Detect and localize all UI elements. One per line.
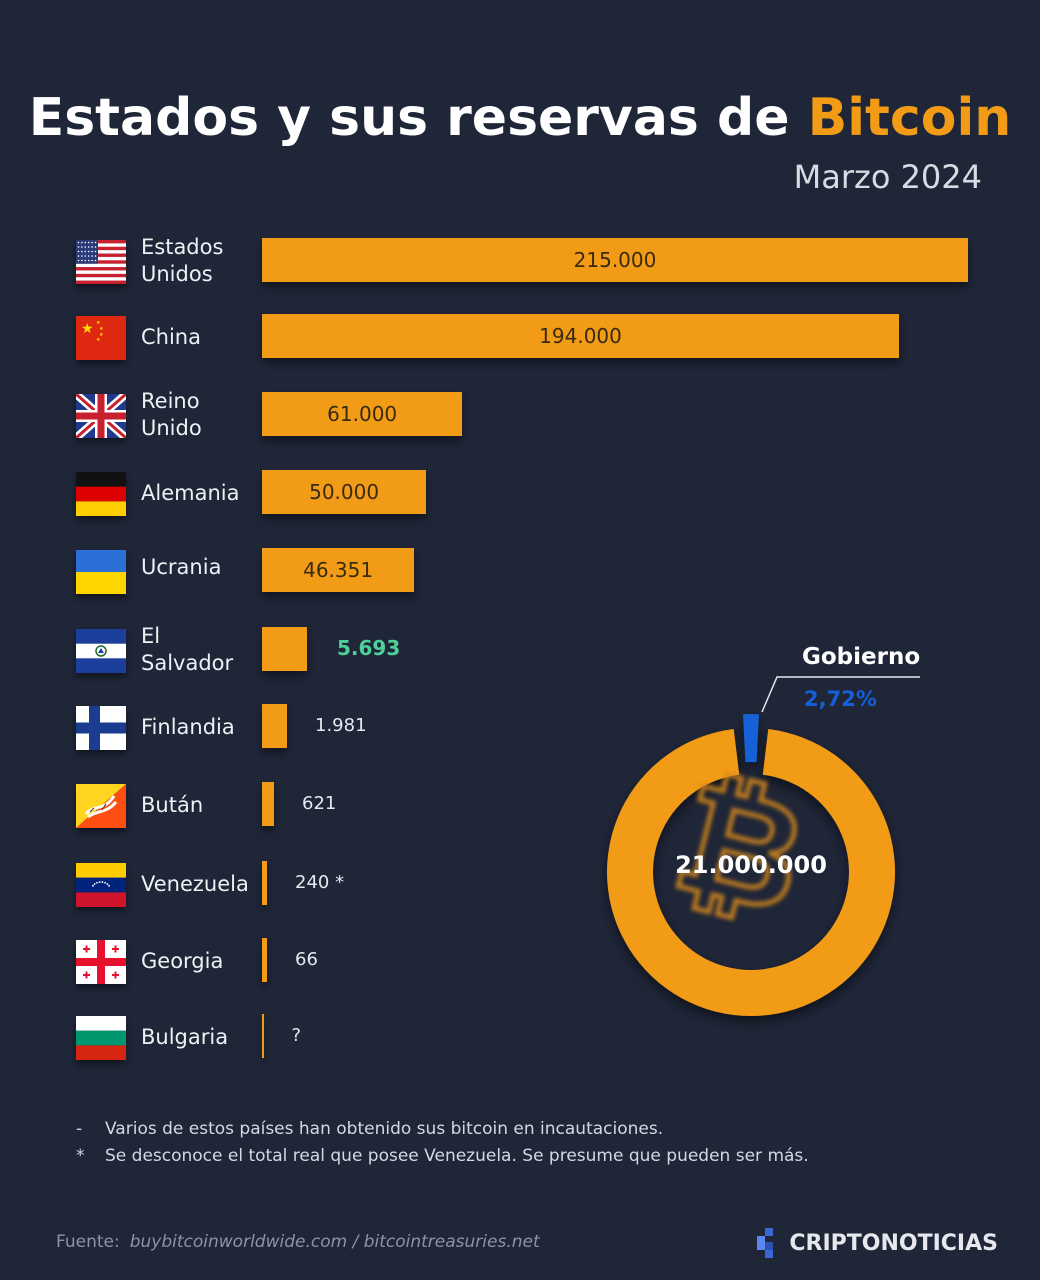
category-label: Georgia [141, 949, 224, 973]
china-flag-icon: ★ ★ ★ ★ ★ [76, 316, 126, 360]
data-label: 194.000 [539, 324, 622, 348]
bar-row: Ucrania 46.351 [0, 542, 1040, 602]
bar-row: Bután 621 [0, 776, 1040, 836]
bar: 61.000 [262, 392, 463, 436]
bar: 194.000 [262, 314, 900, 358]
ukraine-flag-icon [76, 550, 126, 594]
note-seizures: - Varios de estos países han obtenido sus… [76, 1119, 664, 1139]
bar: 215.000 [262, 238, 968, 282]
svg-text:★: ★ [99, 332, 104, 338]
brand: CRIPTONOTICIAS [757, 1228, 998, 1258]
bar-row: Venezuela 240 * [0, 855, 1040, 915]
donut-slice-governments [743, 714, 759, 763]
bar-row: Estados Unidos 215.000 [0, 232, 1040, 292]
donut-slice-rest [607, 729, 895, 1016]
governments-percent: 2,72% [804, 687, 877, 711]
brand-name: CRIPTONOTICIAS [789, 1230, 998, 1256]
note-venezuela: * Se desconoce el total real que posee Ve… [76, 1146, 809, 1166]
criptonoticias-logo-icon [757, 1228, 774, 1258]
data-label: 5.693 [337, 636, 401, 660]
uk-flag-icon [76, 394, 126, 438]
svg-text:★: ★ [96, 337, 101, 343]
bar-row: Reino Unido 61.000 [0, 386, 1040, 446]
bar [262, 782, 274, 826]
category-label: Reino Unido [141, 389, 202, 440]
source-sites: buybitcoinworldwide.com / bitcointreasur… [129, 1232, 540, 1252]
bhutan-flag-icon [76, 784, 126, 828]
data-label: 1.981 [315, 715, 367, 736]
source-label: Fuente: [56, 1232, 120, 1252]
bar [262, 861, 267, 905]
bar [262, 704, 287, 748]
bar-row: Alemania 50.000 [0, 464, 1040, 524]
bar: 50.000 [262, 470, 427, 514]
data-label: 46.351 [303, 558, 374, 582]
germany-flag-icon [76, 472, 126, 516]
data-label: 240 * [295, 872, 345, 893]
category-label: Venezuela [141, 872, 249, 896]
svg-text:★: ★ [99, 326, 104, 332]
category-label: El Salvador [141, 624, 234, 675]
category-label: Ucrania [141, 555, 222, 579]
donut-chart: ₿ 21.000.000 Gobiernos 2,72% [607, 644, 920, 1016]
chart-subtitle: Marzo 2024 [793, 158, 982, 196]
finland-flag-icon [76, 706, 126, 750]
data-label: 621 [302, 793, 337, 814]
us-flag-icon [76, 240, 126, 284]
bar-row: ★ ★ ★ ★ ★ China 194.000 [0, 308, 1040, 368]
title-accent: Bitcoin [807, 88, 1012, 148]
georgia-flag-icon [76, 940, 126, 984]
category-label: China [141, 325, 201, 349]
svg-text:★: ★ [81, 321, 94, 337]
category-label: Finlandia [141, 715, 235, 739]
category-label: Bulgaria [141, 1025, 229, 1049]
notes: - Varios de estos países han obtenido sus… [76, 1119, 809, 1173]
el-salvador-flag-icon [76, 629, 126, 673]
source-footer: Fuente: buybitcoinworldwide.com / bitcoin… [56, 1232, 540, 1252]
bar [262, 938, 267, 982]
bulgaria-flag-icon [76, 1016, 126, 1060]
data-label: 215.000 [573, 248, 657, 272]
bar [262, 627, 307, 671]
bar [262, 1014, 264, 1058]
governments-label: Gobiernos [802, 644, 920, 670]
category-label: Alemania [141, 481, 240, 505]
bar-row: Georgia 66 [0, 932, 1040, 992]
data-label: 61.000 [327, 402, 398, 426]
bar-row: Finlandia 1.981 [0, 698, 1040, 758]
title-main: Estados y sus reservas de [28, 88, 790, 148]
data-label: 66 [295, 949, 318, 970]
data-label: 50.000 [309, 480, 380, 504]
bar-row: Bulgaria? [0, 1008, 1040, 1068]
donut-center-label: 21.000.000 [675, 851, 827, 879]
svg-text:★: ★ [96, 320, 101, 326]
chart-title: Estados y sus reservas de Bitcoin [0, 88, 1040, 148]
category-label: Estados Unidos [141, 235, 224, 286]
data-label: ? [291, 1025, 302, 1046]
bar-row: El Salvador 5.693 [0, 621, 1040, 681]
venezuela-flag-icon [76, 863, 126, 907]
category-label: Bután [141, 793, 204, 817]
governments-leader-line [761, 676, 920, 713]
bar: 46.351 [262, 548, 415, 592]
